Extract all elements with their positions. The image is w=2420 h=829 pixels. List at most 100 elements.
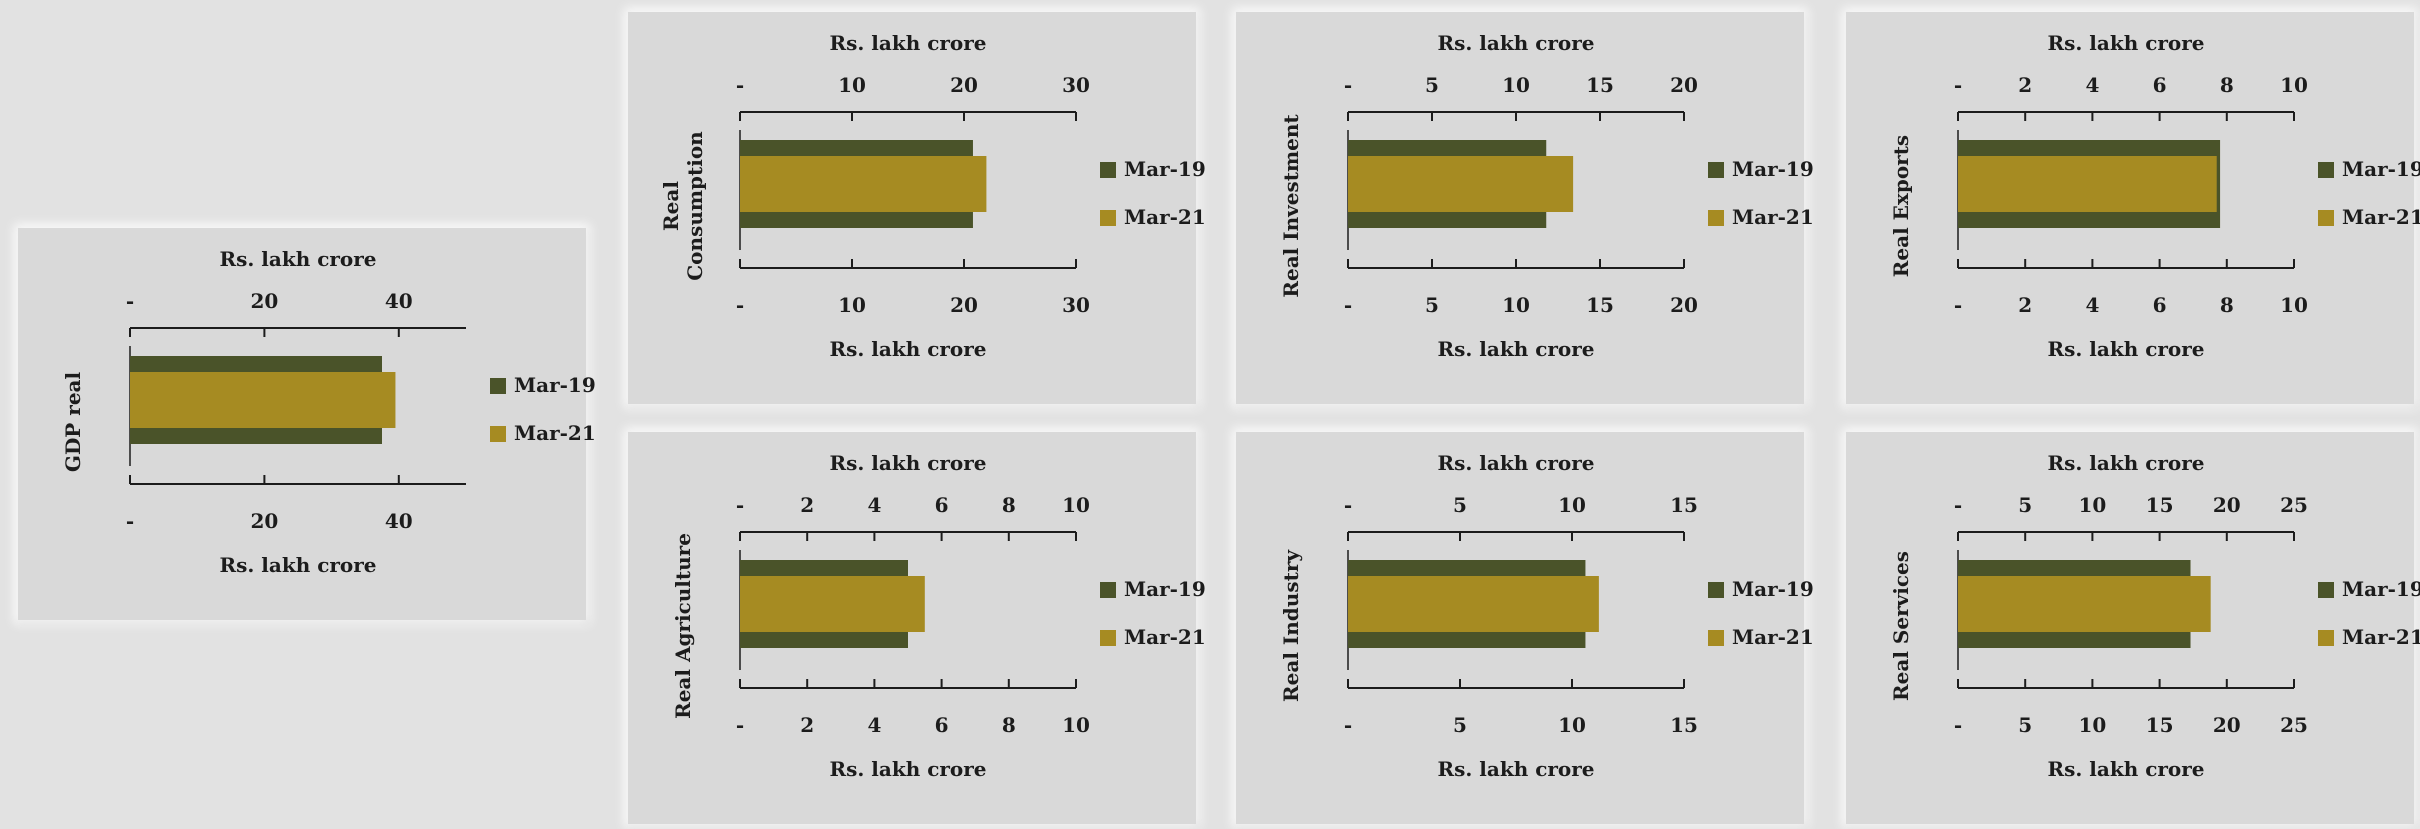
tick-label-bottom: - [1344, 293, 1352, 317]
y-axis-label-line: Real Agriculture [671, 533, 695, 719]
tick-label-bottom: 15 [1670, 713, 1698, 737]
legend-swatch [1100, 162, 1116, 178]
tick-label-top: 5 [1453, 493, 1467, 517]
tick-label-bottom: 10 [838, 293, 866, 317]
tick-label-bottom: 25 [2280, 713, 2308, 737]
x-axis-title-bottom: Rs. lakh crore [1437, 757, 1594, 781]
legend-label: Mar-21 [2342, 205, 2420, 229]
tick-label-bottom: 5 [1453, 713, 1467, 737]
x-axis-title-bottom: Rs. lakh crore [1437, 337, 1594, 361]
tick-label-bottom: 2 [800, 713, 814, 737]
legend-swatch [490, 426, 506, 442]
legend-swatch [1100, 582, 1116, 598]
tick-label-top: 6 [935, 493, 949, 517]
tick-label-top: - [1954, 73, 1962, 97]
bar-mar-21 [740, 156, 987, 212]
tick-label-bottom: 6 [935, 713, 949, 737]
tick-label-bottom: 15 [2146, 713, 2174, 737]
chart-svg: Rs. lakh crore Rs. lakh crore Real Exports… [1889, 31, 2420, 361]
x-axis-title-bottom: Rs. lakh crore [2047, 337, 2204, 361]
y-axis-label: Real Industry [1279, 549, 1303, 702]
tick-label-bottom: 6 [2153, 293, 2167, 317]
bar-mar-21 [1958, 156, 2217, 212]
legend-swatch [1708, 630, 1724, 646]
tick-label-top: 4 [2085, 73, 2099, 97]
legend-label: Mar-21 [1124, 625, 1206, 649]
tick-label-bottom: 10 [1062, 713, 1090, 737]
tick-label-bottom: 4 [867, 713, 881, 737]
legend-swatch [1708, 582, 1724, 598]
y-axis-label-line: Real Industry [1279, 549, 1303, 702]
tick-label-top: 20 [2213, 493, 2241, 517]
legend-swatch [490, 378, 506, 394]
tick-label-top: 20 [950, 73, 978, 97]
y-axis-label: Real Investment [1279, 114, 1303, 298]
tick-label-top: 10 [2078, 493, 2106, 517]
legend-label: Mar-19 [2342, 577, 2420, 601]
legend-swatch [1708, 162, 1724, 178]
tick-label-bottom: 8 [2220, 293, 2234, 317]
legend-label: Mar-21 [514, 421, 596, 445]
tick-label-bottom: 5 [2018, 713, 2032, 737]
legend-swatch [1708, 210, 1724, 226]
x-axis-title-top: Rs. lakh crore [2047, 31, 2204, 55]
legend-swatch [1100, 630, 1116, 646]
legend-label: Mar-19 [1124, 577, 1206, 601]
tick-label-top: 15 [2146, 493, 2174, 517]
chart-svg: Rs. lakh crore Rs. lakh crore RealConsumpt… [659, 31, 1206, 361]
tick-label-top: 2 [800, 493, 814, 517]
tick-label-top: - [1344, 73, 1352, 97]
y-axis-label-line: Real Services [1889, 551, 1913, 701]
tick-label-top: 8 [2220, 73, 2234, 97]
bar-mar-21 [740, 576, 925, 632]
tick-label-bottom: - [126, 509, 134, 533]
bar-mar-21 [1958, 576, 2211, 632]
y-axis-label-line: Consumption [683, 131, 707, 281]
chart-svg: Rs. lakh crore Rs. lakh crore Real Investm… [1279, 31, 1814, 361]
tick-label-bottom: 10 [2280, 293, 2308, 317]
tick-label-bottom: 10 [1558, 713, 1586, 737]
chart-panel-real-exports: Rs. lakh crore Rs. lakh crore Real Exports… [1846, 12, 2420, 404]
tick-label-top: 5 [2018, 493, 2032, 517]
chart-panel-real-agriculture: Rs. lakh crore Rs. lakh crore Real Agricul… [628, 432, 1206, 824]
bar-mar-21 [130, 372, 396, 428]
chart-svg: Rs. lakh crore Rs. lakh crore GDP real - - 20… [61, 247, 596, 577]
chart-svg: Rs. lakh crore Rs. lakh crore Real Service… [1889, 451, 2420, 781]
tick-label-bottom: - [1954, 293, 1962, 317]
x-axis-title-bottom: Rs. lakh crore [829, 757, 986, 781]
tick-label-bottom: 8 [1002, 713, 1016, 737]
tick-label-top: 10 [838, 73, 866, 97]
tick-label-bottom: 20 [1670, 293, 1698, 317]
legend-label: Mar-19 [1732, 577, 1814, 601]
legend-swatch [2318, 162, 2334, 178]
tick-label-bottom: 20 [950, 293, 978, 317]
x-axis-title-top: Rs. lakh crore [1437, 31, 1594, 55]
tick-label-top: 8 [1002, 493, 1016, 517]
tick-label-top: - [736, 73, 744, 97]
legend-swatch [1100, 210, 1116, 226]
chart-panel-real-services: Rs. lakh crore Rs. lakh crore Real Service… [1846, 432, 2420, 824]
legend-label: Mar-21 [1732, 205, 1814, 229]
tick-label-top: - [1954, 493, 1962, 517]
chart-svg: Rs. lakh crore Rs. lakh crore Real Agricul… [671, 451, 1206, 781]
y-axis-label: Real Services [1889, 551, 1913, 701]
legend-label: Mar-19 [1732, 157, 1814, 181]
x-axis-title-top: Rs. lakh crore [829, 451, 986, 475]
chart-panel-real-consumption: Rs. lakh crore Rs. lakh crore RealConsumpt… [628, 12, 1206, 404]
tick-label-bottom: 40 [385, 509, 413, 533]
tick-label-bottom: - [736, 293, 744, 317]
tick-label-top: 10 [1558, 493, 1586, 517]
bar-mar-21 [1348, 156, 1574, 212]
tick-label-top: - [1344, 493, 1352, 517]
legend-label: Mar-19 [2342, 157, 2420, 181]
tick-label-bottom: 20 [250, 509, 278, 533]
tick-label-top: 4 [867, 493, 881, 517]
y-axis-label-line: Real Exports [1889, 135, 1913, 277]
tick-label-bottom: - [1344, 713, 1352, 737]
y-axis-label-line: Real [659, 181, 683, 231]
tick-label-top: 15 [1670, 493, 1698, 517]
tick-label-bottom: 15 [1586, 293, 1614, 317]
tick-label-top: 30 [1062, 73, 1090, 97]
x-axis-title-top: Rs. lakh crore [1437, 451, 1594, 475]
tick-label-top: 5 [1425, 73, 1439, 97]
